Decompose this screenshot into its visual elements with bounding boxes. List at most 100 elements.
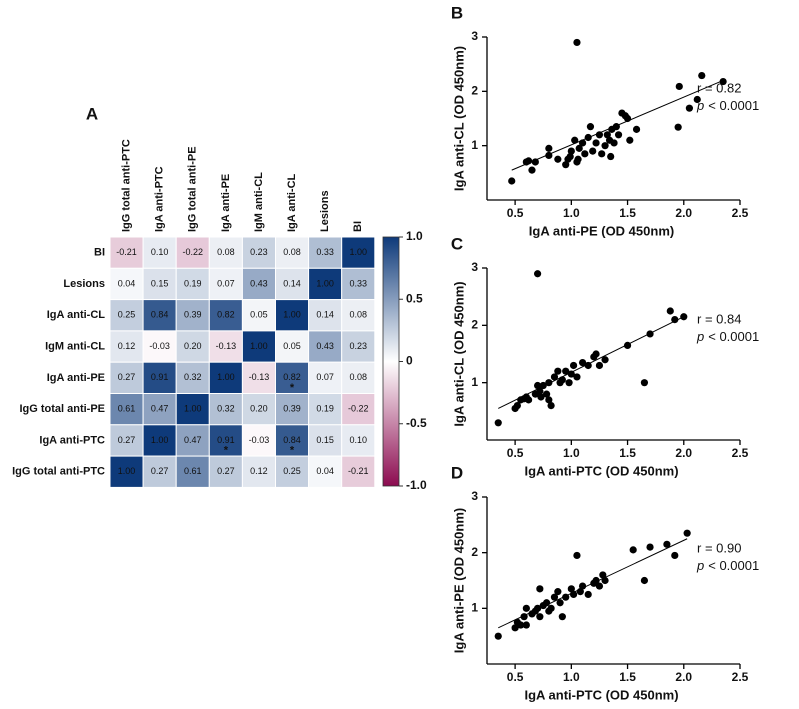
cell-label: 0.08 [283,247,301,257]
cell-label: 0.27 [217,466,235,476]
data-point [623,341,632,349]
heatmap-cell [109,236,144,269]
data-point [578,359,587,367]
y-tick-label: 2 [471,84,478,98]
data-point [610,139,618,147]
data-point [556,599,564,607]
heatmap-cell [341,236,376,269]
cell-label: 0.47 [184,435,202,445]
data-point [525,396,533,404]
panel-label: D [451,463,463,482]
data-point [550,373,559,381]
x-axis-title: IgA anti-PE (OD 450nm) [529,223,674,238]
cell-label: 0.04 [316,466,334,476]
panel-label: C [451,234,463,253]
heatmap-cell [241,393,276,426]
x-tick-label: 2.0 [675,446,692,460]
x-tick-label: 1.0 [563,446,580,460]
data-point [565,379,573,387]
stat-r: r = 0.84 [697,311,741,326]
data-point [525,157,533,165]
cell-label: 0.14 [283,278,301,288]
colorbar-tick-label: 0 [406,354,413,368]
x-tick-label: 0.5 [507,670,524,684]
cell-label: 0.84 [151,310,169,320]
cell-label: 1.00 [316,278,334,288]
significance-marker: * [290,444,295,456]
x-tick-label: 1.5 [619,446,636,460]
y-tick-label: 1 [471,138,478,152]
data-point [614,131,623,139]
column-label: IgA anti-PTC [154,166,166,232]
heatmap-cell [341,455,376,488]
cell-label: -0.21 [348,466,369,476]
column-label: IgG total anti-PTC [120,139,132,232]
cell-label: 0.12 [250,466,268,476]
cell-label: 0.84 [283,435,301,445]
data-point [554,367,562,375]
y-axis-title: IgA anti-CL (OD 450nm) [451,46,466,191]
data-point [680,313,688,321]
data-point [603,131,611,139]
data-point [586,123,595,131]
colorbar-tick-label: -1.0 [406,478,427,492]
row-label: IgG total anti-PE [19,403,105,415]
data-point [536,387,544,395]
cell-label: 0.47 [151,404,169,414]
cell-label: 0.25 [283,466,301,476]
data-point [520,613,528,621]
stat-p-value: < 0.0001 [708,98,759,113]
heatmap-cell [241,455,276,488]
colorbar-tick-label: 1.0 [406,229,423,243]
column-label: IgA anti-PE [220,174,232,232]
data-point [592,350,600,358]
data-point [536,613,544,621]
cell-label: 0.05 [250,310,268,320]
data-point [554,155,562,163]
x-axis-title: IgA anti-PTC (OD 450nm) [524,463,678,478]
column-label: IgM anti-CL [253,172,265,232]
cell-label: 0.19 [316,404,334,414]
stat-p-symbol: p [696,558,704,573]
data-point [547,402,555,410]
colorbar-tick-label: -0.5 [406,416,427,430]
data-point [640,576,649,585]
cell-label: 0.32 [184,372,202,382]
data-point [592,139,600,147]
data-point [601,356,609,364]
cell-label: 0.27 [151,466,169,476]
data-point [584,590,592,599]
heatmap-cell [142,267,177,301]
data-point [575,144,583,152]
cell-label: 0.43 [316,341,334,351]
y-tick-label: 3 [471,489,478,503]
stat-r: r = 0.90 [697,540,741,555]
data-point [671,316,679,324]
y-tick-label: 2 [471,318,478,332]
heatmap-cell [308,330,343,363]
data-point [522,621,530,629]
x-axis-title: IgA anti-PTC (OD 450nm) [524,687,678,702]
cell-label: 0.43 [250,278,268,288]
stat-p-symbol: p [696,329,704,344]
data-point [517,621,525,629]
stat-p: p < 0.0001 [696,558,759,573]
data-point [554,588,562,596]
data-point [522,604,530,612]
stat-p-value: < 0.0001 [708,558,759,573]
data-point [601,142,609,150]
cell-label: 0.82 [217,310,235,320]
data-point [623,114,632,123]
data-point [573,38,581,47]
cell-label: 0.33 [349,278,367,288]
heatmap-cell [109,299,144,332]
y-tick-label: 3 [471,260,478,274]
data-point [547,604,555,612]
cell-label: 0.15 [316,435,334,445]
cell-label: 0.08 [349,372,367,382]
x-tick-label: 2.5 [732,446,749,460]
cell-label: 0.91 [217,435,235,445]
cell-label: -0.03 [149,341,170,351]
data-point [646,330,654,338]
data-point [663,540,671,548]
